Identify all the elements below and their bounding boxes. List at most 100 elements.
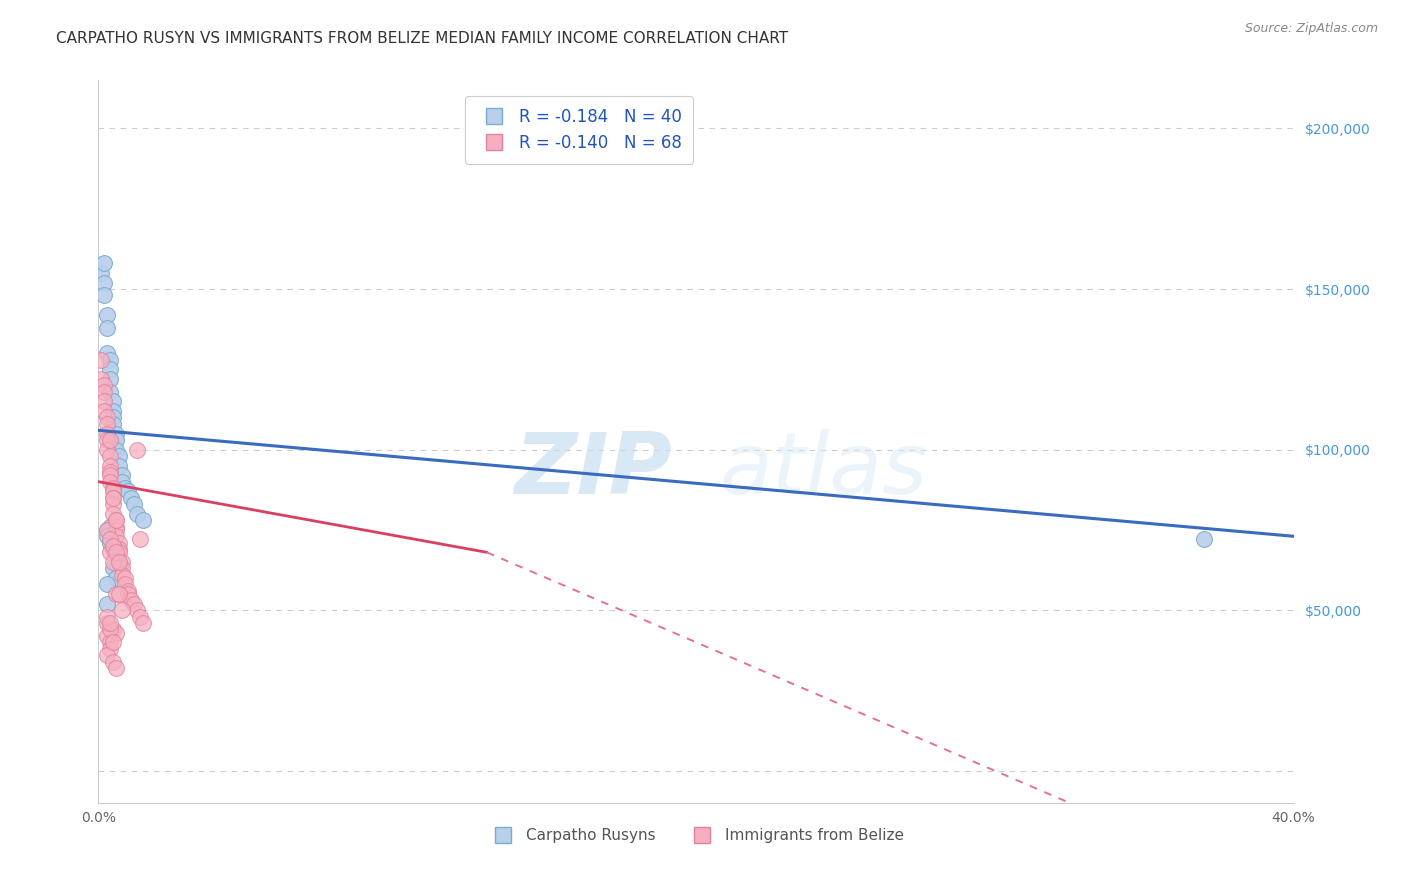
Point	[117, 484, 139, 499]
Point	[98, 433, 122, 447]
Point	[98, 352, 122, 367]
Point	[127, 442, 149, 457]
Point	[105, 519, 128, 533]
Point	[124, 597, 146, 611]
Point	[96, 609, 118, 624]
Point	[129, 533, 152, 547]
Point	[105, 625, 128, 640]
Point	[96, 529, 118, 543]
Text: CARPATHO RUSYN VS IMMIGRANTS FROM BELIZE MEDIAN FAMILY INCOME CORRELATION CHART: CARPATHO RUSYN VS IMMIGRANTS FROM BELIZE…	[56, 31, 789, 46]
Point	[98, 623, 122, 637]
Point	[105, 513, 128, 527]
Point	[93, 256, 115, 270]
Point	[98, 615, 122, 630]
Point	[105, 426, 128, 441]
Point	[132, 513, 155, 527]
Point	[98, 449, 122, 463]
Point	[108, 535, 131, 549]
Point	[103, 394, 125, 409]
Point	[105, 545, 128, 559]
Point	[105, 523, 128, 537]
Point	[93, 288, 115, 302]
Text: ZIP: ZIP	[515, 429, 672, 512]
Point	[98, 458, 122, 473]
Point	[129, 609, 152, 624]
Text: Source: ZipAtlas.com: Source: ZipAtlas.com	[1244, 22, 1378, 36]
Point	[103, 561, 125, 575]
Point	[96, 433, 118, 447]
Point	[105, 545, 128, 559]
Point	[108, 449, 131, 463]
Point	[96, 577, 118, 591]
Point	[98, 535, 122, 549]
Point	[96, 410, 118, 425]
Point	[108, 458, 131, 473]
Point	[96, 320, 118, 334]
Point	[96, 615, 118, 630]
Point	[93, 378, 115, 392]
Point	[105, 571, 128, 585]
Point	[103, 555, 125, 569]
Point	[98, 362, 122, 376]
Point	[111, 603, 134, 617]
Point	[103, 491, 125, 505]
Point	[90, 352, 112, 367]
Point	[111, 561, 134, 575]
Point	[103, 507, 125, 521]
Point	[111, 567, 134, 582]
Point	[96, 346, 118, 360]
Point	[98, 384, 122, 399]
Point	[103, 491, 125, 505]
Point	[103, 404, 125, 418]
Point	[98, 635, 122, 649]
Point	[105, 529, 128, 543]
Point	[111, 555, 134, 569]
Point	[103, 655, 125, 669]
Point	[111, 475, 134, 489]
Point	[124, 497, 146, 511]
Point	[93, 404, 115, 418]
Point	[96, 426, 118, 441]
Point	[98, 465, 122, 479]
Point	[103, 484, 125, 499]
Point	[105, 661, 128, 675]
Point	[105, 587, 128, 601]
Point	[98, 468, 122, 483]
Point	[98, 533, 122, 547]
Point	[127, 603, 149, 617]
Legend: Carpatho Rusyns, Immigrants from Belize: Carpatho Rusyns, Immigrants from Belize	[482, 822, 910, 849]
Point	[96, 648, 118, 662]
Point	[114, 571, 136, 585]
Point	[108, 555, 131, 569]
Point	[103, 539, 125, 553]
Point	[96, 442, 118, 457]
Point	[127, 507, 149, 521]
Point	[93, 384, 115, 399]
Point	[108, 542, 131, 557]
Point	[132, 615, 155, 630]
Point	[98, 372, 122, 386]
Point	[108, 545, 131, 559]
Point	[103, 623, 125, 637]
Point	[114, 481, 136, 495]
Point	[103, 635, 125, 649]
Point	[120, 593, 142, 607]
Point	[105, 433, 128, 447]
Point	[103, 497, 125, 511]
Point	[1192, 533, 1215, 547]
Point	[105, 442, 128, 457]
Point	[96, 523, 118, 537]
Point	[96, 308, 118, 322]
Point	[93, 276, 115, 290]
Point	[111, 468, 134, 483]
Point	[103, 542, 125, 557]
Point	[90, 372, 112, 386]
Point	[98, 545, 122, 559]
Point	[105, 513, 128, 527]
Point	[108, 587, 131, 601]
Point	[103, 417, 125, 431]
Point	[96, 629, 118, 643]
Point	[98, 641, 122, 656]
Point	[103, 481, 125, 495]
Point	[114, 577, 136, 591]
